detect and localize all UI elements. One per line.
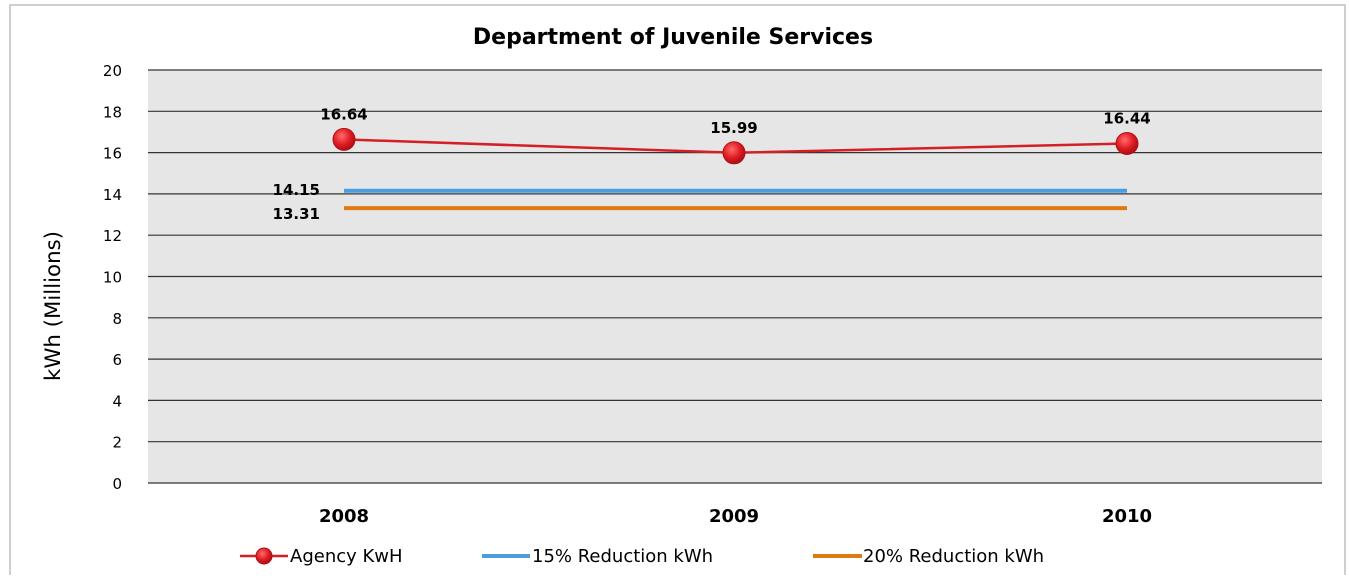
series-layer — [332, 127, 1139, 211]
legend-label: 20% Reduction kWh — [863, 546, 1044, 567]
y-tick-labels: 0 2 4 6 8 10 12 14 16 18 20 — [103, 62, 122, 493]
data-label-agency: 16.64 — [320, 105, 367, 123]
data-point-agency — [332, 127, 356, 151]
legend-label: Agency KwH — [290, 546, 403, 567]
x-tick-label: 2010 — [1102, 506, 1152, 527]
y-tick-label: 18 — [103, 103, 122, 121]
data-point-agency — [1115, 132, 1139, 156]
y-tick-label: 12 — [103, 227, 122, 245]
y-tick-label: 2 — [112, 434, 122, 452]
y-tick-label: 4 — [112, 392, 122, 410]
y-tick-label: 10 — [103, 269, 122, 287]
y-tick-label: 20 — [103, 62, 122, 80]
data-point-agency — [722, 141, 746, 165]
data-label-20pct: 13.31 — [273, 205, 320, 223]
y-tick-label: 8 — [112, 310, 122, 328]
y-tick-label: 0 — [112, 475, 122, 493]
y-axis-label: kWh (Millions) — [41, 231, 65, 381]
y-tick-label: 14 — [103, 186, 122, 204]
x-tick-label: 2009 — [709, 506, 759, 527]
x-tick-labels: 2008 2009 2010 — [319, 506, 1152, 527]
data-label-15pct: 14.15 — [273, 181, 320, 199]
data-labels: 16.64 15.99 16.44 14.15 13.31 — [273, 105, 1151, 223]
legend: Agency KwH 15% Reduction kWh 20% Reduction… — [240, 546, 1044, 567]
grid-layer — [148, 69, 1322, 484]
x-tick-label: 2008 — [319, 506, 369, 527]
data-label-agency: 16.44 — [1103, 110, 1150, 128]
y-tick-label: 6 — [112, 351, 122, 369]
legend-label: 15% Reduction kWh — [532, 546, 713, 567]
data-label-agency: 15.99 — [710, 119, 757, 137]
y-tick-label: 16 — [103, 145, 122, 163]
chart-title: Department of Juvenile Services — [473, 25, 873, 50]
legend-marker — [255, 547, 273, 565]
